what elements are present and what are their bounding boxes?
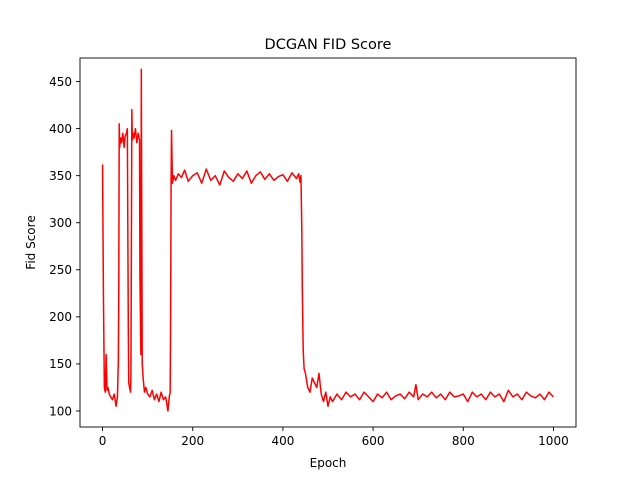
y-tick-label: 200	[49, 310, 72, 324]
y-tick-label: 300	[49, 216, 72, 230]
series-line-0	[101, 68, 554, 412]
x-tick-label: 400	[271, 434, 294, 448]
x-tick-label: 600	[362, 434, 385, 448]
plot-area	[80, 58, 576, 427]
x-tick-label: 800	[452, 434, 475, 448]
x-axis-label: Epoch	[310, 456, 347, 470]
series-layer	[101, 68, 554, 412]
y-tick-label: 350	[49, 169, 72, 183]
x-axis-ticks: 0 200 400 600 800 1000	[99, 427, 569, 448]
x-tick-label: 0	[99, 434, 107, 448]
x-tick-label: 1000	[538, 434, 569, 448]
y-tick-label: 100	[49, 404, 72, 418]
y-tick-label: 250	[49, 263, 72, 277]
plot-frame	[79, 57, 577, 428]
x-tick-label: 200	[181, 434, 204, 448]
y-axis-label: Fid Score	[24, 215, 38, 269]
y-tick-label: 400	[49, 122, 72, 136]
y-tick-label: 150	[49, 357, 72, 371]
chart-title: DCGAN FID Score	[265, 37, 392, 53]
y-tick-label: 450	[49, 75, 72, 89]
y-axis-ticks: 100 150 200 250 300 350 400 450	[49, 75, 80, 418]
